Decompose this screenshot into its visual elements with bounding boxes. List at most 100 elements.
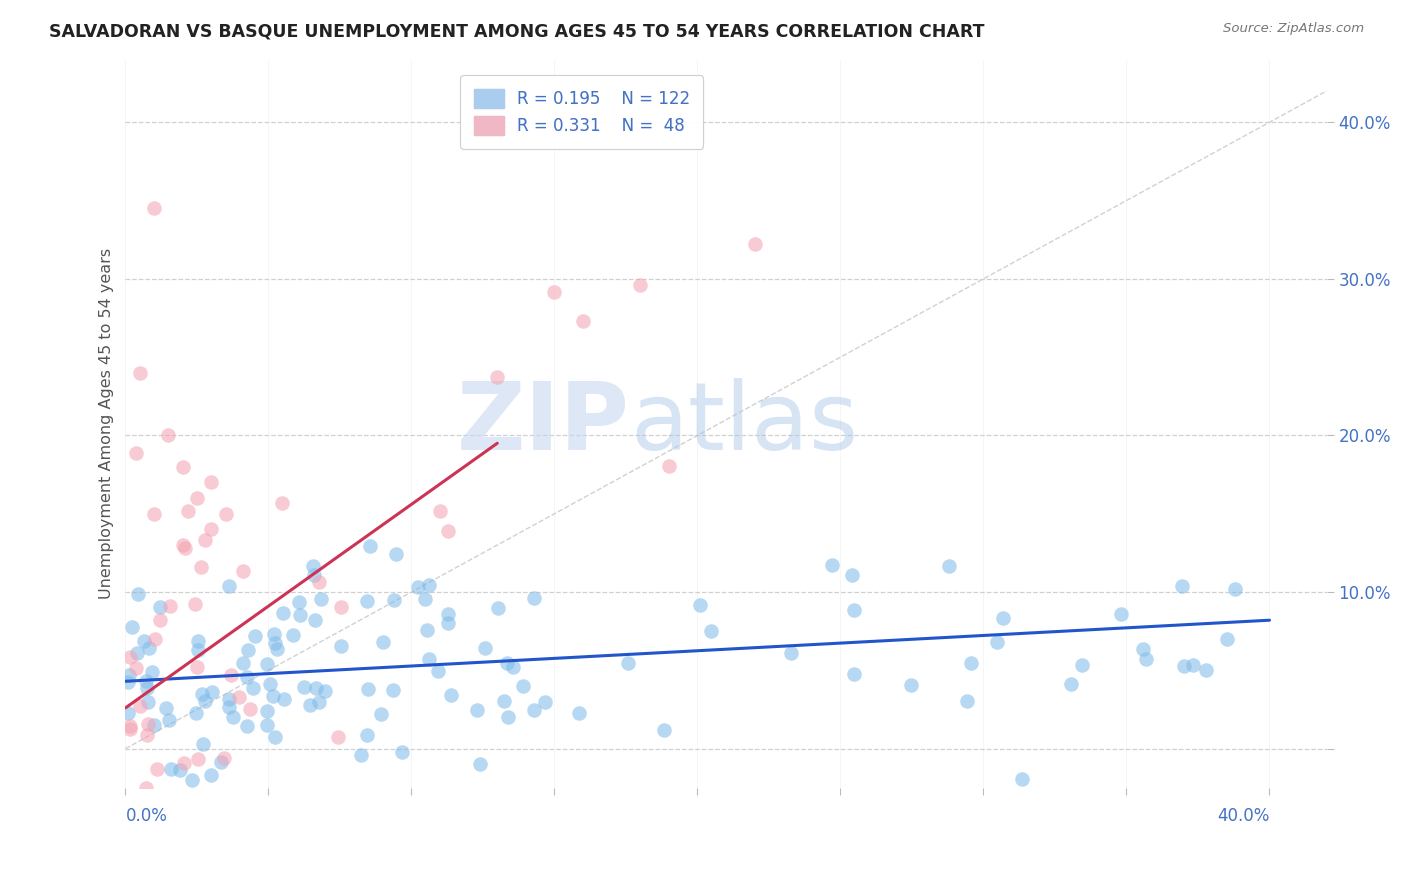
Text: atlas: atlas — [630, 377, 858, 470]
Point — [330, 640, 353, 654]
Point — [1173, 659, 1195, 673]
Point — [288, 607, 311, 622]
Point — [523, 591, 546, 605]
Point — [391, 745, 413, 759]
Point — [117, 706, 139, 721]
Point — [350, 747, 373, 762]
Point — [568, 706, 591, 720]
Point — [329, 600, 352, 615]
Point — [429, 504, 451, 518]
Point — [700, 624, 723, 638]
Point — [264, 731, 287, 745]
Point — [177, 504, 200, 518]
Point — [437, 616, 460, 631]
Point — [232, 656, 254, 670]
Point — [191, 687, 214, 701]
Point — [127, 587, 149, 601]
Point — [214, 507, 236, 521]
Point — [190, 560, 212, 574]
Point — [271, 606, 294, 620]
Point — [125, 646, 148, 660]
Point — [159, 599, 181, 613]
Point — [187, 633, 209, 648]
Point — [117, 668, 139, 682]
Point — [200, 522, 222, 536]
Point — [474, 641, 496, 656]
Point — [200, 768, 222, 782]
Point — [143, 507, 166, 521]
Point — [359, 540, 381, 554]
Point — [467, 703, 489, 717]
Point — [143, 632, 166, 647]
Point — [572, 314, 595, 328]
Point — [136, 717, 159, 731]
Point — [239, 701, 262, 715]
Point — [294, 680, 316, 694]
Point — [427, 664, 450, 678]
Point — [271, 496, 294, 510]
Point — [155, 701, 177, 715]
Point — [304, 681, 326, 695]
Point — [242, 681, 264, 695]
Point — [486, 600, 509, 615]
Point — [184, 706, 207, 721]
Point — [357, 681, 380, 696]
Point — [281, 628, 304, 642]
Point — [157, 713, 180, 727]
Point — [135, 674, 157, 689]
Point — [991, 611, 1014, 625]
Point — [298, 698, 321, 712]
Point — [373, 635, 395, 649]
Point — [302, 559, 325, 574]
Point — [212, 750, 235, 764]
Point — [356, 728, 378, 742]
Point — [180, 772, 202, 787]
Point — [496, 710, 519, 724]
Point — [308, 695, 330, 709]
Point — [288, 595, 311, 609]
Point — [1215, 632, 1237, 646]
Point — [218, 699, 240, 714]
Point — [416, 624, 439, 638]
Point — [132, 634, 155, 648]
Point — [960, 657, 983, 671]
Point — [187, 752, 209, 766]
Point — [486, 369, 509, 384]
Point — [408, 580, 430, 594]
Point — [200, 475, 222, 490]
Y-axis label: Unemployment Among Ages 45 to 54 years: Unemployment Among Ages 45 to 54 years — [100, 248, 114, 599]
Point — [1181, 657, 1204, 672]
Point — [172, 459, 194, 474]
Point — [523, 703, 546, 717]
Point — [1071, 658, 1094, 673]
Point — [496, 656, 519, 670]
Point — [118, 719, 141, 733]
Point — [173, 756, 195, 770]
Point — [413, 592, 436, 607]
Point — [219, 667, 242, 681]
Point — [172, 538, 194, 552]
Point — [437, 524, 460, 538]
Point — [157, 428, 180, 442]
Point — [370, 706, 392, 721]
Point — [533, 695, 555, 709]
Point — [183, 597, 205, 611]
Point — [543, 285, 565, 300]
Point — [146, 762, 169, 776]
Point — [900, 678, 922, 692]
Point — [118, 649, 141, 664]
Text: 40.0%: 40.0% — [1218, 806, 1270, 824]
Point — [218, 579, 240, 593]
Point — [173, 541, 195, 556]
Point — [617, 656, 640, 670]
Point — [502, 659, 524, 673]
Point — [658, 458, 681, 473]
Point — [141, 665, 163, 679]
Point — [186, 659, 208, 673]
Point — [228, 690, 250, 705]
Point — [125, 445, 148, 459]
Point — [256, 704, 278, 718]
Point — [149, 600, 172, 615]
Point — [256, 717, 278, 731]
Point — [512, 679, 534, 693]
